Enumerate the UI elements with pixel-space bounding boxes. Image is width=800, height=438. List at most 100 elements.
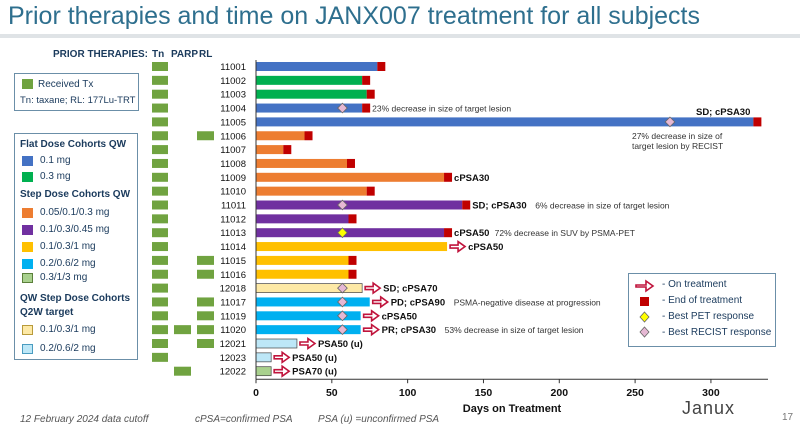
duration-bar [256, 242, 448, 252]
response-label: PR; cPSA30 [382, 325, 436, 336]
parp-marker [174, 325, 191, 335]
on-treatment-arrow [371, 295, 390, 309]
subject-id: 11006 [220, 131, 246, 142]
end-of-treatment-marker [753, 117, 762, 127]
rl-marker [197, 311, 214, 321]
subject-id: 11009 [220, 173, 246, 184]
tn-marker [152, 89, 168, 99]
x-tick-label: 150 [475, 387, 493, 399]
response-note: 6% decrease in size of target lesion [535, 201, 669, 211]
rl-marker [197, 269, 214, 279]
subject-row-11019: 11019 cPSA50 [152, 309, 417, 323]
subject-row-11002: 11002 [152, 75, 371, 87]
rl-marker [197, 131, 214, 141]
end-of-treatment-marker [348, 255, 357, 265]
on-treatment-arrow [273, 350, 291, 364]
step-label-4: 0.3/1/3 mg [40, 272, 88, 283]
duration-bar [256, 311, 361, 321]
x-tick-label: 0 [253, 387, 259, 399]
end-of-treatment-marker [444, 228, 453, 238]
duration-bar [256, 145, 284, 155]
on-treatment-arrow [449, 239, 467, 254]
response-label: PD; cPSA90 [391, 297, 445, 308]
subject-row-11015: 11015 [152, 255, 357, 267]
rl-marker [197, 339, 214, 348]
subject-id: 11004 [220, 104, 246, 115]
step-label-0: 0.05/0.1/0.3 mg [40, 207, 110, 218]
x-tick-label: 250 [626, 387, 644, 399]
subject-row-11008: 11008 [152, 158, 355, 170]
best-pet-label: - Best PET response [662, 311, 755, 322]
tn-marker [152, 311, 168, 321]
subject-id: 12023 [220, 353, 246, 364]
subject-row-11011: 11011 SD; cPSA30 6% decrease in size of ta… [152, 200, 670, 212]
col-header-parp: PARP [171, 49, 198, 60]
company-logo: Janux [682, 398, 736, 418]
subject-id: 12021 [220, 339, 246, 350]
x-tick-label: 300 [702, 387, 720, 399]
tn-marker [152, 131, 168, 141]
end-treatment-square-icon [640, 297, 649, 306]
footer-date: 12 February 2024 data cutoff [20, 414, 149, 425]
response-note: PSMA-negative disease at progression [454, 297, 601, 307]
end-of-treatment-marker [304, 131, 313, 141]
step-label-3: 0.2/0.6/2 mg [40, 258, 96, 269]
flat-swatch-0 [22, 156, 33, 166]
response-label: cPSA30 [454, 173, 489, 184]
tn-marker [152, 228, 168, 238]
abbrev-label: Tn: taxane; RL: 177Lu-TRT [20, 95, 136, 106]
tn-marker [152, 172, 168, 182]
duration-bar [256, 103, 363, 113]
tn-marker [152, 75, 168, 85]
response-note: 53% decrease in size of target lesion [445, 325, 584, 335]
response-label: cPSA50 [454, 228, 489, 239]
received-legend-box [14, 73, 139, 111]
end-of-treatment-marker [348, 214, 357, 224]
tn-marker [152, 186, 168, 196]
best-recist-diamond [337, 324, 348, 336]
subject-id: 11016 [220, 270, 246, 281]
subject-row-11007: 11007 [152, 145, 292, 156]
rl-marker [197, 255, 214, 265]
x-tick-label: 200 [551, 387, 569, 399]
subject-id: 11007 [220, 145, 246, 156]
duration-bar [256, 186, 367, 196]
subject-row-11013: 11013 cPSA50 72% decrease in SUV by PSMA-P… [152, 228, 635, 239]
tn-marker [152, 283, 168, 293]
parp-marker [174, 366, 191, 376]
page-number: 17 [782, 412, 794, 423]
subject-row-11009: 11009 cPSA30 [152, 172, 489, 184]
title-divider [0, 34, 800, 38]
response-label: PSA50 (u) [292, 353, 337, 364]
response-label: PSA70 (u) [292, 367, 337, 378]
rl-marker [197, 297, 214, 307]
subject-row-11010: 11010 [152, 186, 375, 198]
subject-id: 11020 [220, 325, 246, 336]
tn-marker [152, 242, 168, 252]
tn-marker [152, 339, 168, 348]
subject-id: 11010 [220, 187, 246, 198]
q2w-swatch-1 [22, 344, 33, 354]
subject-id: 11013 [220, 228, 246, 239]
step-swatch-4 [22, 273, 33, 283]
col-header-tn: Tn [152, 49, 164, 60]
subject-row-12021: 12021 PSA50 (u) [152, 336, 363, 351]
q2w-heading-1: QW Step Dose Cohorts [20, 293, 131, 304]
end-of-treatment-marker [362, 103, 371, 113]
subject-rows: 11001 11002 11003 11004 23% decrease in size… [152, 62, 762, 378]
duration-bar [256, 297, 370, 307]
on-treatment-arrow [362, 309, 381, 323]
response-label: PSA50 (u) [318, 339, 363, 350]
footer-psau-note: PSA (u) =unconfirmed PSA [318, 414, 440, 425]
subject-row-11005: 11005 SD; cPSA30 27% decrease in size of ta… [152, 107, 762, 151]
best-recist-diamond [337, 282, 348, 294]
best-pet-diamond [337, 227, 348, 239]
tn-marker [152, 255, 168, 265]
duration-bar [256, 75, 363, 85]
on-treatment-arrow [362, 323, 381, 337]
subject-id: 11011 [221, 201, 246, 212]
end-of-treatment-marker [444, 172, 453, 182]
step-dose-heading: Step Dose Cohorts QW [20, 189, 131, 200]
best-recist-diamond [664, 116, 676, 128]
